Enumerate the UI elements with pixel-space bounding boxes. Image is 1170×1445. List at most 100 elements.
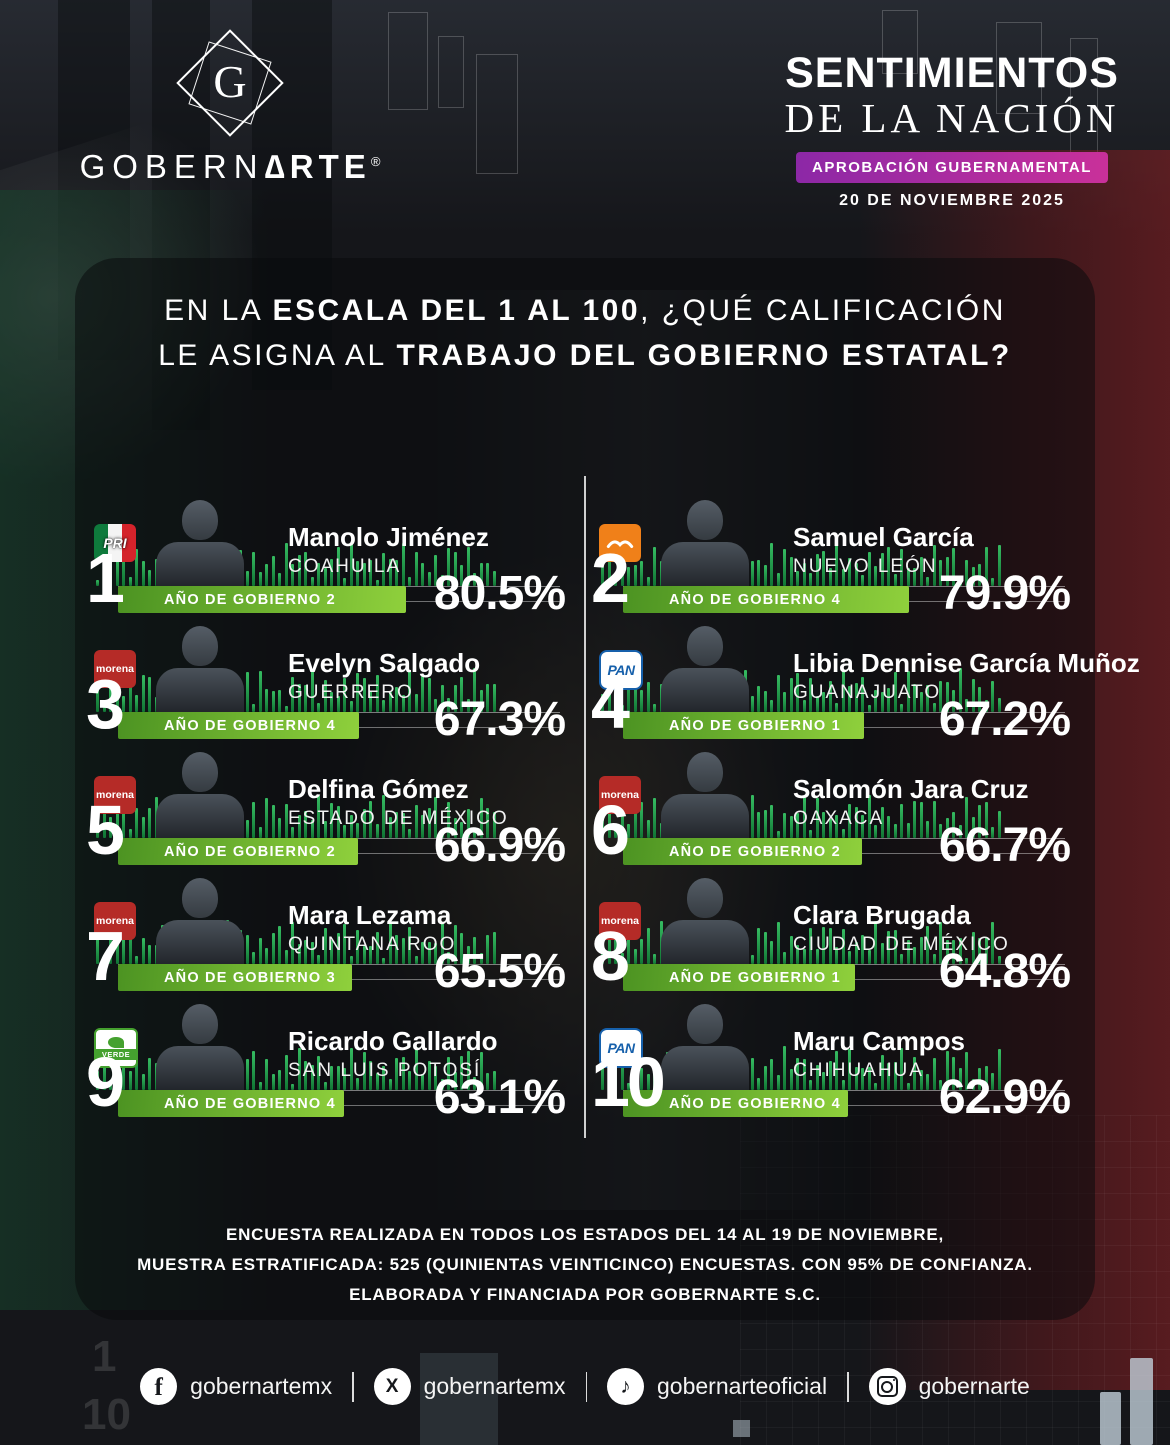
governor-name: Mara Lezama — [288, 900, 452, 930]
term-label: AÑO DE GOBIERNO 4 — [164, 717, 336, 734]
rank-number: 2 — [591, 539, 630, 617]
social-handle: gobernartemx — [190, 1373, 333, 1399]
governor-state: QUINTANA ROO — [288, 934, 457, 955]
instagram-link[interactable]: gobernarte — [868, 1368, 1030, 1405]
term-label: AÑO DE GOBIERNO 4 — [669, 591, 841, 608]
term-bar-track: AÑO DE GOBIERNO 4 — [118, 1090, 476, 1117]
term-bar: AÑO DE GOBIERNO 2 — [118, 586, 407, 613]
term-bar: AÑO DE GOBIERNO 2 — [118, 838, 358, 865]
separator — [585, 1371, 588, 1402]
term-bar-track: AÑO DE GOBIERNO 1 — [623, 964, 981, 991]
party-logo — [599, 524, 641, 562]
chart-ghost-bar — [996, 22, 1042, 114]
rank-number: 4 — [591, 665, 630, 743]
term-bar: AÑO DE GOBIERNO 4 — [623, 586, 910, 613]
governor-state: GUANAJUATO — [793, 682, 942, 703]
tiktok-icon: ♪ — [607, 1368, 645, 1405]
rank-number: 10 — [591, 1043, 666, 1121]
main-title-serif: DE LA NACIÓN — [784, 95, 1120, 141]
party-logo: PAN — [599, 650, 643, 690]
governor-state: COAHUILA — [288, 556, 402, 577]
approval-badge: APROBACIÓN GUBERNAMENTAL — [796, 152, 1108, 184]
governor-state: GUERRERO — [288, 682, 414, 703]
term-bar-track: AÑO DE GOBIERNO 3 — [118, 964, 476, 991]
governor-entry: PAN Libia Dennise García Muñoz GUANAJUAT… — [591, 622, 1140, 750]
governor-state: ESTADO DE MÉXICO — [288, 808, 509, 829]
governor-entry: morena Mara Lezama QUINTANA ROO 7 AÑO DE… — [86, 874, 573, 1002]
party-logo: morena — [94, 776, 136, 814]
party-label: morena — [96, 915, 134, 927]
survey-date: 20 DE NOVIEMBRE 2025 — [839, 192, 1065, 210]
governor-name: Libia Dennise García Muñoz — [793, 648, 1140, 678]
brand-block: G GOBERN∆RTE® — [72, 28, 388, 186]
term-bar: AÑO DE GOBIERNO 4 — [118, 1090, 344, 1117]
governor-photo — [140, 622, 260, 712]
registered-mark: ® — [370, 154, 381, 169]
term-label: AÑO DE GOBIERNO 4 — [669, 1095, 841, 1112]
term-bar: AÑO DE GOBIERNO 2 — [623, 838, 862, 865]
rank-number: 6 — [591, 791, 630, 869]
gobernarte-wordmark: GOBERN∆RTE® — [79, 148, 381, 185]
governor-entry: PAN Maru Campos CHIHUAHUA 10 AÑO DE GOBI… — [591, 1002, 1078, 1128]
governor-photo — [140, 748, 260, 838]
rank-number: 1 — [86, 539, 125, 617]
score-value: 67.3% — [433, 693, 566, 746]
term-bar-track: AÑO DE GOBIERNO 4 — [118, 712, 476, 739]
governor-ranking-list: PRI Manolo Jiménez COAHUILA 1 AÑO DE GOB… — [86, 496, 1140, 1128]
facebook-link[interactable]: f gobernartemx — [140, 1368, 332, 1405]
question-title: EN LA ESCALA DEL 1 AL 100, ¿QUÉ CALIFICA… — [158, 294, 1012, 372]
term-bar-track: AÑO DE GOBIERNO 1 — [623, 712, 981, 739]
logo-letter: G — [213, 55, 247, 107]
party-logo: VERDE — [94, 1028, 138, 1068]
governor-entry: morena Clara Brugada CIUDAD DE MÉXICO 8 … — [591, 874, 1078, 1002]
x-link[interactable]: X gobernartemx — [373, 1368, 566, 1405]
governor-name: Delfina Gómez — [288, 774, 469, 804]
governor-entry: Samuel García NUEVO LEÓN 2 AÑO DE GOBIER… — [591, 496, 1078, 624]
background-column — [420, 1353, 498, 1445]
score-value: 62.9% — [938, 1071, 1071, 1124]
term-bar: AÑO DE GOBIERNO 4 — [623, 1090, 849, 1117]
governor-photo — [140, 496, 260, 586]
governor-entry: PRI Manolo Jiménez COAHUILA 1 AÑO DE GOB… — [86, 496, 573, 624]
pixel-decoration — [733, 1420, 750, 1437]
term-bar-track: AÑO DE GOBIERNO 4 — [623, 1090, 981, 1117]
term-label: AÑO DE GOBIERNO 2 — [669, 843, 841, 860]
term-label: AÑO DE GOBIERNO 2 — [164, 843, 336, 860]
governor-state: CIUDAD DE MÉXICO — [793, 934, 1010, 955]
party-label: morena — [601, 789, 639, 801]
governor-photo — [645, 748, 765, 838]
rank-number: 3 — [86, 665, 125, 743]
term-bar: AÑO DE GOBIERNO 1 — [623, 964, 855, 991]
bar-decoration — [1100, 1392, 1121, 1445]
party-logo: PAN — [599, 1028, 643, 1068]
brand-logo: G — [175, 28, 285, 138]
term-label: AÑO DE GOBIERNO 3 — [164, 969, 336, 986]
governor-photo — [645, 496, 765, 586]
party-label: morena — [601, 915, 639, 927]
social-handle: gobernartemx — [423, 1373, 566, 1399]
rank-number: 9 — [86, 1043, 125, 1121]
survey-footnote: ENCUESTA REALIZADA EN TODOS LOS ESTADOS … — [137, 1225, 1033, 1304]
governor-name: Samuel García — [793, 522, 974, 552]
term-bar: AÑO DE GOBIERNO 1 — [623, 712, 864, 739]
mc-bird-icon — [606, 540, 634, 549]
governor-photo — [645, 622, 765, 712]
governor-photo — [140, 1000, 260, 1090]
instagram-icon — [868, 1368, 906, 1405]
tiktok-link[interactable]: ♪ gobernarteoficial — [607, 1368, 827, 1405]
governor-name: Salomón Jara Cruz — [793, 774, 1029, 804]
rank-number: 5 — [86, 791, 125, 869]
governor-photo — [140, 874, 260, 964]
governor-name: Manolo Jiménez — [288, 522, 489, 552]
governor-photo — [645, 874, 765, 964]
party-label: morena — [96, 789, 134, 801]
governor-name: Maru Campos — [793, 1026, 965, 1056]
social-handle: gobernarte — [918, 1373, 1030, 1399]
party-label: PRI — [103, 535, 127, 551]
chart-ghost-bar — [388, 12, 428, 110]
party-logo: morena — [599, 902, 641, 940]
background-digit: 10 — [82, 1390, 131, 1439]
rank-number: 8 — [591, 917, 630, 995]
score-value: 64.8% — [938, 945, 1071, 998]
term-bar: AÑO DE GOBIERNO 3 — [118, 964, 353, 991]
